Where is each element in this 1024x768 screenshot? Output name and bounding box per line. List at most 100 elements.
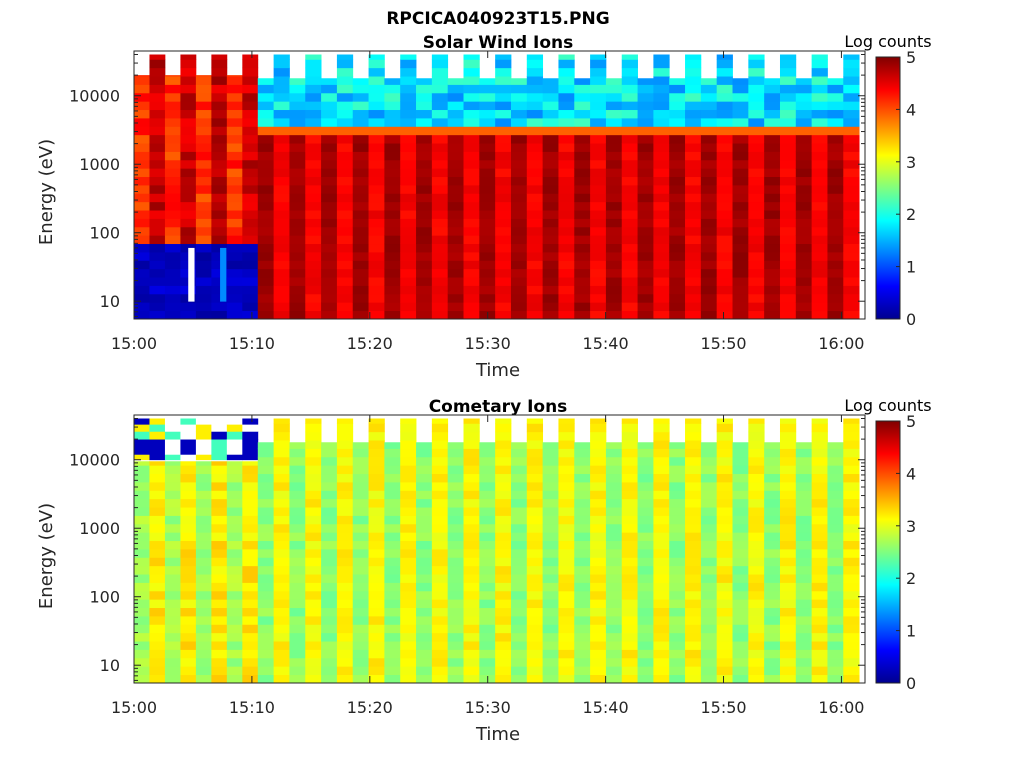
spectrogram-cell [257,101,275,111]
spectrogram-cell [336,674,354,684]
spectrogram-cell [195,92,212,102]
spectrogram-cell [843,151,860,161]
spectrogram-cell [526,84,544,94]
spectrogram-cell [242,143,259,152]
spectrogram-cell [590,193,607,203]
spectrogram-cell [400,657,417,667]
spectrogram-cell [384,159,401,169]
spectrogram-cell [605,473,623,483]
spectrogram-cell [321,109,338,119]
spectrogram-cell [637,498,654,508]
spectrogram-cell [242,285,259,295]
spectrogram-cell [748,226,765,236]
spectrogram-cell [134,302,150,312]
spectrogram-cell [510,176,528,186]
spectrogram-cell [479,641,496,650]
spectrogram-cell [653,134,670,144]
spectrogram-cell [431,532,449,542]
spectrogram-cell [164,599,181,609]
spectrogram-cell [827,582,844,592]
spectrogram-cell [621,456,638,466]
spectrogram-cell [700,176,718,186]
spectrogram-cell [495,498,512,508]
spectrogram-cell [669,277,686,286]
spectrogram-cell [590,540,607,550]
spectrogram-cell [764,109,781,119]
spectrogram-cell [416,92,433,102]
spectrogram-cell [149,473,166,483]
spectrogram-cell [180,151,197,161]
spectrogram-cell [700,523,718,533]
spectrogram-cell [368,151,385,161]
spectrogram-cell [542,624,559,634]
spectrogram-cell [748,293,765,303]
spectrogram-cell [180,590,197,600]
spectrogram-cell [685,76,702,85]
spectrogram-cell [368,549,385,558]
spectrogram-cell [827,557,844,567]
spectrogram-cell [653,84,670,94]
spectrogram-cell [779,67,797,77]
spectrogram-cell [368,277,385,286]
spectrogram-cell [336,151,354,161]
spectrogram-cell [384,226,401,236]
spectrogram-cell [257,293,275,303]
spectrogram-cell [732,210,749,219]
spectrogram-cell [685,193,702,203]
spectrogram-cell [637,193,654,203]
spectrogram-cell [732,176,749,186]
spectrogram-cell [384,84,401,94]
spectrogram-cell [605,582,623,592]
spectrogram-cell [748,540,765,550]
spectrogram-cell [811,210,828,219]
spectrogram-cell [637,582,654,592]
spectrogram-cell [843,490,860,500]
spectrogram-cell [605,465,623,475]
spectrogram-cell [795,260,813,270]
spectrogram-cell [257,482,275,491]
spectrogram-cell [510,218,528,228]
spectrogram-cell [495,302,512,312]
spectrogram-cell [211,424,228,432]
spectrogram-cell [542,260,559,270]
spectrogram-cell [305,159,322,169]
spectrogram-cell [637,84,654,94]
spectrogram-cell [431,260,449,270]
spectrogram-cell [195,277,212,286]
spectrogram-cell [811,557,828,567]
spectrogram-cell [526,641,544,650]
spectrogram-cell [779,507,797,516]
spectrogram-cell [384,118,401,127]
spectrogram-cell [305,54,322,60]
spectrogram-cell [226,490,243,500]
spectrogram-cell [779,590,797,600]
spectrogram-cell [653,465,670,475]
spectrogram-cell [843,607,860,617]
spectrogram-cell [795,574,813,583]
spectrogram-cell [273,126,290,136]
spectrogram-cell [336,599,354,609]
spectrogram-cell [558,440,575,449]
spectrogram-cell [257,226,275,236]
spectrogram-cell [400,482,417,491]
spectrogram-cell [257,159,275,169]
spectrogram-cell [400,143,417,152]
spectrogram-cell [226,599,243,609]
spectrogram-cell [479,268,496,278]
spectrogram-cell [779,549,797,558]
spectrogram-cell [748,185,765,194]
spectrogram-cell [716,92,733,102]
spectrogram-cell [226,218,243,228]
spectrogram-cell [211,657,228,667]
spectrogram-cell [811,523,828,533]
spectrogram-cell [653,176,670,186]
spectrogram-cell [479,226,496,236]
spectrogram-cell [305,590,322,600]
spectrogram-cell [795,201,813,211]
spectrogram-cell [542,159,559,169]
spectrogram-cell [621,540,638,550]
spectrogram-cell [134,461,150,466]
spectrogram-cell [574,176,591,186]
spectrogram-cell [305,143,322,152]
spectrogram-cell [574,456,591,466]
